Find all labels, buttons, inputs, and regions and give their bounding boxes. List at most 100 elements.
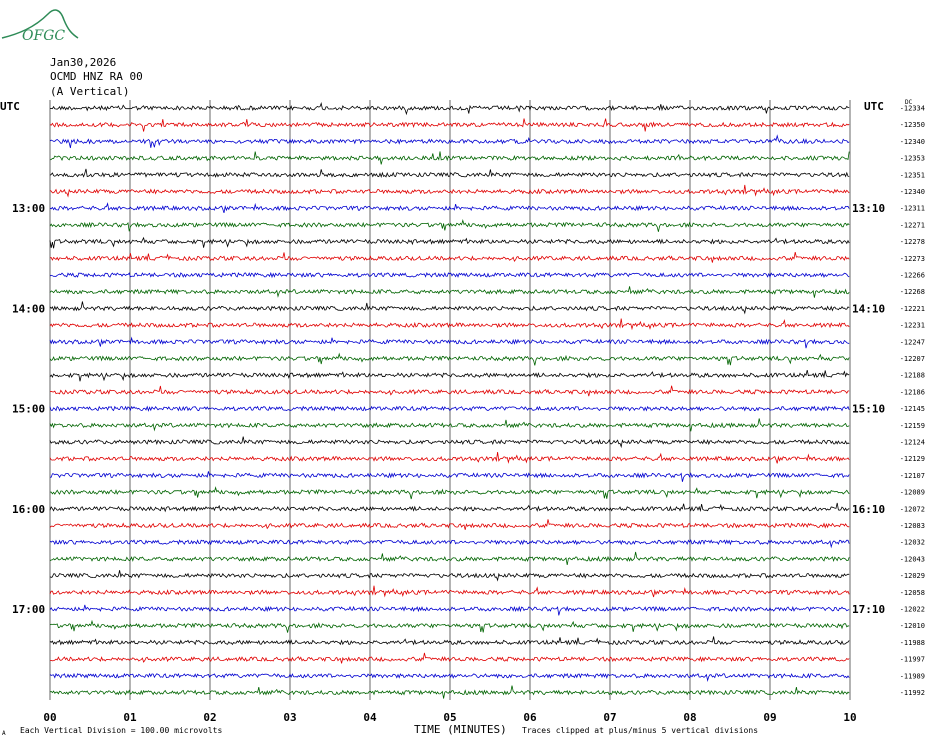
offset-label: -12268 — [900, 288, 925, 296]
offset-label: -12124 — [900, 439, 925, 447]
x-tick-label: 10 — [843, 711, 856, 724]
offset-label: -12107 — [900, 472, 925, 480]
trace-line — [49, 168, 850, 178]
logo-text: OFGC — [22, 28, 65, 44]
trace-line — [49, 151, 850, 165]
trace-line — [49, 436, 850, 449]
trace-line — [49, 301, 850, 315]
minute-gridlines — [49, 100, 851, 700]
clip-note: Traces clipped at plus/minus 5 vertical … — [522, 726, 758, 735]
trace-line — [49, 202, 850, 214]
left-time-label: 13:00 — [12, 202, 45, 215]
trace-line — [49, 218, 850, 232]
offset-label: -12266 — [900, 272, 925, 280]
trace-line — [49, 619, 850, 633]
offset-label: -12278 — [900, 238, 925, 246]
offset-label: -11989 — [900, 672, 925, 680]
header-station: OCMD HNZ RA 00 — [50, 70, 143, 83]
x-tick-label: 05 — [443, 711, 456, 724]
left-time-label: 14:00 — [12, 302, 45, 315]
offset-label: -12231 — [900, 322, 925, 330]
trace-line — [49, 286, 850, 298]
trace-line — [49, 486, 850, 500]
trace-line — [49, 118, 850, 132]
x-tick-label: 02 — [203, 711, 216, 724]
left-time-labels: 13:00 14:00 15:00 16:00 17:00 — [12, 202, 45, 616]
left-utc-label: UTC — [0, 100, 20, 113]
trace-line — [49, 318, 850, 331]
trace-line — [49, 585, 850, 598]
right-time-label: 13:10 — [852, 202, 885, 215]
trace-line — [49, 418, 850, 432]
offset-label: -12089 — [900, 489, 925, 497]
offset-label: -12083 — [900, 522, 925, 530]
trace-line — [49, 519, 850, 530]
offset-label: -12186 — [900, 388, 925, 396]
offset-label: -12271 — [900, 221, 925, 229]
offset-label: -11992 — [900, 689, 925, 697]
x-tick-label: 01 — [123, 711, 137, 724]
trace-line — [49, 452, 850, 464]
offset-label: -12207 — [900, 355, 925, 363]
logo-swoosh-icon — [1, 9, 79, 39]
x-tick-label: 04 — [363, 711, 377, 724]
x-tick-label: 09 — [763, 711, 776, 724]
ofgc-logo: OFGC — [1, 9, 79, 44]
right-time-label: 15:10 — [852, 403, 885, 416]
offset-label: -11997 — [900, 656, 925, 664]
offset-label: -12221 — [900, 305, 925, 313]
trace-line — [49, 271, 850, 279]
trace-line — [49, 352, 850, 366]
offset-label: -12353 — [900, 155, 925, 163]
offset-label: -12029 — [900, 572, 925, 580]
trace-line — [49, 370, 850, 382]
offset-label: -12010 — [900, 622, 925, 630]
trace-line — [49, 236, 850, 249]
left-time-label: 15:00 — [12, 403, 45, 416]
trace-line — [49, 502, 850, 513]
x-tick-labels: 00 01 02 03 04 05 06 07 08 09 10 — [43, 711, 856, 724]
trace-group — [49, 101, 850, 699]
offset-label: -12129 — [900, 455, 925, 463]
offset-label: -12072 — [900, 505, 925, 513]
x-tick-label: 07 — [603, 711, 616, 724]
trace-line — [49, 604, 850, 616]
offset-label: -12340 — [900, 138, 925, 146]
offset-label: -12145 — [900, 405, 925, 413]
trace-line — [49, 636, 850, 646]
trace-line — [49, 551, 850, 565]
offset-label: -12311 — [900, 205, 925, 213]
trace-line — [49, 385, 850, 397]
right-time-label: 14:10 — [852, 302, 885, 315]
x-tick-label: 00 — [43, 711, 56, 724]
offset-label: -12058 — [900, 589, 925, 597]
offset-label: -12022 — [900, 606, 925, 614]
right-time-label: 16:10 — [852, 503, 885, 516]
trace-line — [49, 570, 850, 582]
offset-label: -12340 — [900, 188, 925, 196]
left-time-label: 16:00 — [12, 503, 45, 516]
trace-line — [49, 672, 850, 682]
dc-marker: DC — [905, 99, 913, 106]
right-utc-label: UTC — [864, 100, 884, 113]
offset-label: -12351 — [900, 171, 925, 179]
offset-label: -12334 — [900, 105, 925, 113]
trace-line — [49, 405, 850, 412]
right-time-label: 17:10 — [852, 603, 885, 616]
x-axis-title: TIME (MINUTES) — [414, 723, 507, 736]
lower-left-mark: A — [2, 730, 6, 737]
offset-label: -12247 — [900, 338, 925, 346]
trace-line — [49, 134, 850, 149]
trace-line — [49, 685, 850, 699]
trace-line — [49, 101, 850, 116]
trace-line — [49, 539, 850, 549]
offset-label: -11988 — [900, 639, 925, 647]
offset-label: -12043 — [900, 555, 925, 563]
offset-label: -12159 — [900, 422, 925, 430]
header-component: (A Vertical) — [50, 85, 129, 98]
trace-line — [49, 252, 850, 263]
trace-line — [49, 184, 850, 198]
header-date: Jan30,2026 — [50, 56, 116, 69]
x-tick-label: 06 — [523, 711, 537, 724]
